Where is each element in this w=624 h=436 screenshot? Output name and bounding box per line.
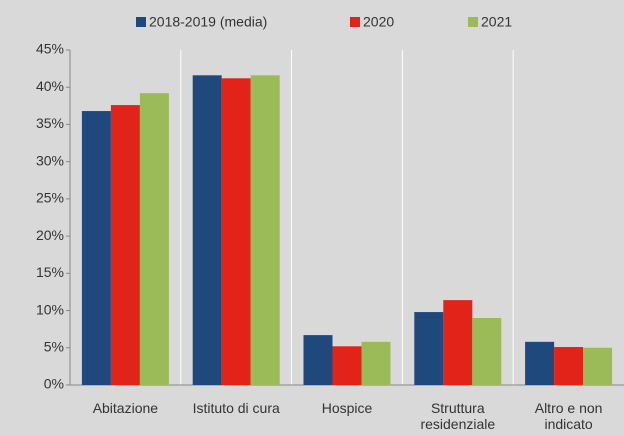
legend-swatch bbox=[350, 17, 360, 27]
legend-swatch bbox=[136, 17, 146, 27]
bar bbox=[443, 300, 473, 385]
bar bbox=[81, 111, 111, 386]
bar bbox=[221, 78, 251, 386]
y-tick-label: 30% bbox=[36, 152, 64, 168]
y-tick-label: 45% bbox=[36, 41, 64, 57]
y-tick-label: 25% bbox=[36, 190, 64, 206]
y-tick-label: 0% bbox=[44, 376, 64, 392]
bar bbox=[250, 75, 280, 386]
bar bbox=[332, 346, 362, 385]
bar bbox=[583, 347, 613, 385]
bar bbox=[525, 341, 555, 385]
x-tick-label: Hospice bbox=[321, 400, 373, 416]
x-tick-label: Struttura residenziale bbox=[420, 400, 496, 432]
x-tick-label: Istituto di cura bbox=[192, 400, 280, 416]
bar bbox=[110, 105, 140, 385]
bar bbox=[303, 335, 333, 385]
bar bbox=[472, 318, 502, 385]
y-tick-label: 20% bbox=[36, 227, 64, 243]
y-tick-label: 10% bbox=[36, 301, 64, 317]
x-tick-label: Abitazione bbox=[92, 400, 159, 416]
y-tick-label: 15% bbox=[36, 264, 64, 280]
bar bbox=[139, 93, 169, 385]
bar bbox=[554, 347, 584, 385]
bar bbox=[192, 75, 222, 386]
legend-label: 2020 bbox=[363, 14, 394, 30]
legend-label: 2018-2019 (media) bbox=[149, 14, 267, 30]
bar bbox=[361, 341, 391, 385]
y-tick-label: 40% bbox=[36, 78, 64, 94]
y-tick-label: 5% bbox=[44, 338, 64, 354]
legend-label: 2021 bbox=[481, 14, 512, 30]
y-tick-label: 35% bbox=[36, 115, 64, 131]
bar bbox=[414, 312, 444, 385]
x-tick-label: Altro e non indicato bbox=[534, 400, 603, 432]
legend-swatch bbox=[468, 17, 478, 27]
